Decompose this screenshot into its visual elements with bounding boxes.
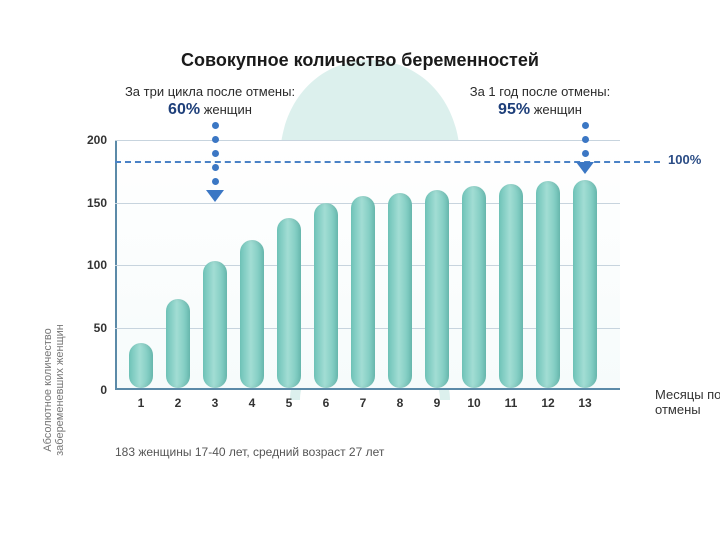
- x-axis: [115, 388, 620, 390]
- bar: [499, 184, 523, 388]
- arrow-dot: [582, 150, 589, 157]
- arrow-head-icon: [206, 190, 224, 202]
- plot-area: 05010015020012345678910111213100%: [115, 140, 620, 390]
- annotation-3-cycles-pct: 60%: [168, 101, 200, 118]
- annotation-1-year-text: За 1 год после отмены:: [470, 84, 611, 99]
- callout-arrow: [580, 122, 590, 174]
- bar: [129, 343, 153, 389]
- bar: [240, 240, 264, 388]
- callout-arrow: [210, 122, 220, 255]
- x-axis-label-line1: Месяцы после: [655, 387, 720, 402]
- x-axis-label-line2: отмены: [655, 402, 701, 417]
- x-tick-label: 12: [536, 396, 560, 410]
- annotation-1-year-word: женщин: [534, 102, 582, 117]
- bar: [351, 196, 375, 388]
- footnote: 183 женщины 17-40 лет, средний возраст 2…: [115, 445, 384, 459]
- x-tick-label: 11: [499, 396, 523, 410]
- x-tick-label: 9: [425, 396, 449, 410]
- bar: [462, 186, 486, 388]
- x-tick-label: 1: [129, 396, 153, 410]
- arrow-head-icon: [576, 162, 594, 174]
- x-axis-label: Месяцы после отмены: [655, 387, 720, 418]
- gridline: [115, 140, 620, 141]
- y-axis-label-line1: Абсолютное количество: [42, 328, 54, 451]
- bar: [166, 299, 190, 388]
- arrow-dot: [212, 164, 219, 171]
- y-tick-label: 50: [77, 321, 107, 335]
- x-tick-label: 8: [388, 396, 412, 410]
- x-tick-label: 5: [277, 396, 301, 410]
- bar: [203, 261, 227, 388]
- x-tick-label: 13: [573, 396, 597, 410]
- bar: [277, 218, 301, 389]
- annotation-3-cycles-word: женщин: [204, 102, 252, 117]
- arrow-dot: [582, 122, 589, 129]
- annotation-3-cycles-text: За три цикла после отмены:: [125, 84, 295, 99]
- x-tick-label: 6: [314, 396, 338, 410]
- bar: [388, 193, 412, 389]
- bar: [573, 180, 597, 388]
- annotation-3-cycles: За три цикла после отмены: 60% женщин: [80, 84, 340, 120]
- bar-chart: 05010015020012345678910111213100% Месяцы…: [115, 140, 620, 390]
- x-tick-label: 4: [240, 396, 264, 410]
- arrow-dot: [212, 122, 219, 129]
- y-tick-label: 0: [77, 383, 107, 397]
- x-tick-label: 3: [203, 396, 227, 410]
- y-axis-label-line2: забеременевших женщин: [54, 324, 66, 456]
- reference-label-100pct: 100%: [668, 152, 701, 167]
- x-tick-label: 2: [166, 396, 190, 410]
- arrow-dot: [212, 136, 219, 143]
- arrow-dot: [582, 136, 589, 143]
- x-tick-label: 7: [351, 396, 375, 410]
- y-axis-label: Абсолютное количество забеременевших жен…: [42, 140, 62, 390]
- arrow-dot: [212, 150, 219, 157]
- annotation-1-year-pct: 95%: [498, 101, 530, 118]
- x-tick-label: 10: [462, 396, 486, 410]
- bar: [425, 190, 449, 388]
- y-tick-label: 100: [77, 258, 107, 272]
- annotation-1-year: За 1 год после отмены: 95% женщин: [430, 84, 650, 120]
- bar: [314, 203, 338, 389]
- y-tick-label: 200: [77, 133, 107, 147]
- chart-title: Совокупное количество беременностей: [0, 50, 720, 71]
- arrow-dot: [212, 178, 219, 185]
- bar: [536, 181, 560, 388]
- y-tick-label: 150: [77, 196, 107, 210]
